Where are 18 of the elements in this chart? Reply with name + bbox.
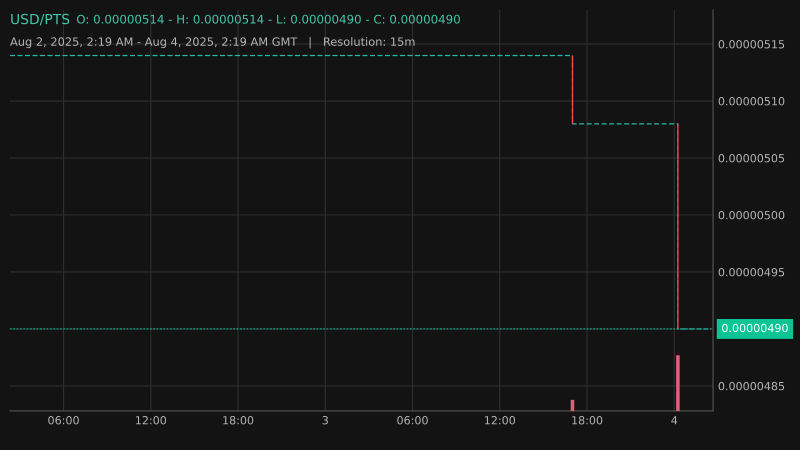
x-tick-label: 06:00: [48, 416, 79, 424]
x-tick-label: 12:00: [136, 416, 166, 424]
x-tick-label: 3: [322, 416, 328, 424]
y-tick-label: 0.00000485: [718, 382, 784, 390]
ref-line-label: 0.00000490: [722, 324, 788, 332]
y-tick-label: 0.00000500: [718, 210, 784, 220]
chart-subtitle: O: 0.00000514 - H: 0.00000514 - L: 0.00000490 - C: 0.00000490: [76, 14, 460, 24]
annotation: Aug 2, 2025, 2:19 AM - Aug 4, 2025, 2:19 AM GMT | Resolution: 15m: [10, 37, 414, 48]
y-tick-label: 0.00000515: [718, 40, 784, 48]
y-tick-label: 0.00000505: [718, 154, 784, 162]
x-tick-label: 4: [671, 416, 678, 424]
y-tick-label: 0.00000510: [718, 97, 784, 106]
x-tick-label: 18:00: [572, 416, 602, 424]
y-tick-label: 0.00000495: [718, 268, 784, 276]
chart-title: USD/PTS: [11, 14, 70, 26]
x-tick-label: 12:00: [484, 416, 516, 424]
x-tick-label: 06:00: [397, 416, 428, 424]
x-tick-label: 18:00: [223, 416, 254, 424]
